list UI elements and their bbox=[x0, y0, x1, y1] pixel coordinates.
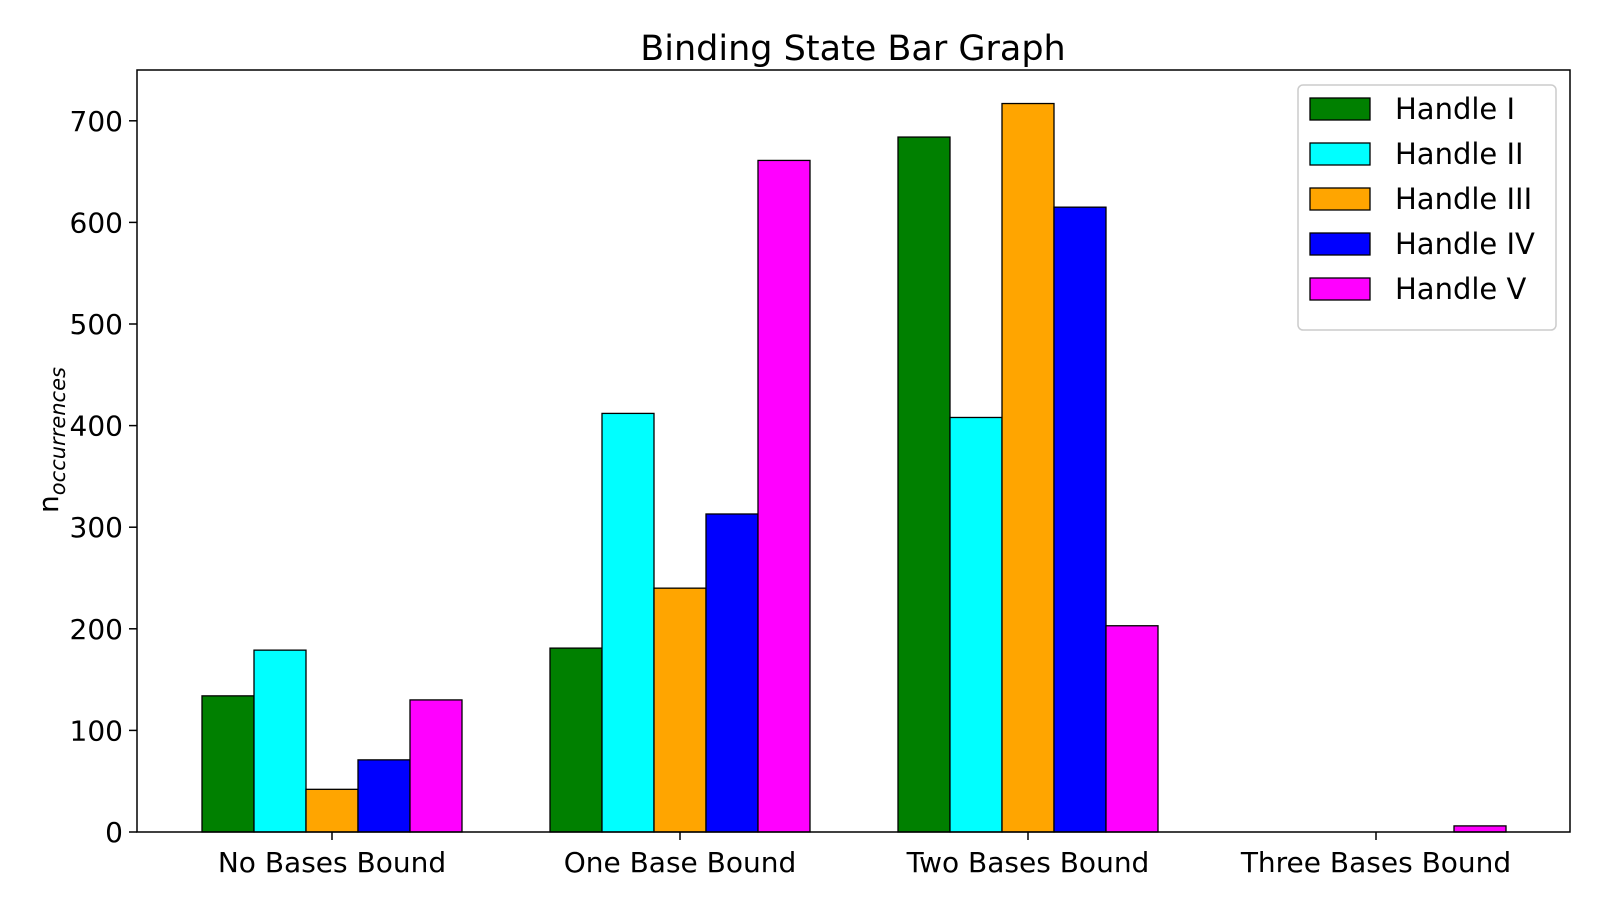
y-tick-label: 700 bbox=[70, 105, 123, 138]
y-axis-label: noccurrences bbox=[32, 367, 70, 513]
bar-2-3 bbox=[949, 416, 1003, 833]
y-tick-label: 400 bbox=[70, 410, 123, 443]
legend-swatch bbox=[1309, 232, 1371, 256]
bar-4-3 bbox=[1053, 206, 1107, 833]
legend-swatch bbox=[1309, 97, 1371, 121]
x-tick-label: One Base Bound bbox=[564, 846, 797, 879]
y-tick-label: 0 bbox=[105, 816, 123, 849]
legend-label: Handle V bbox=[1395, 272, 1526, 306]
y-axis-label-subscript: occurrences bbox=[46, 367, 70, 495]
bar-5-1 bbox=[409, 699, 463, 833]
bar-3-1 bbox=[305, 788, 359, 833]
y-tick-label: 600 bbox=[70, 206, 123, 239]
legend-label: Handle II bbox=[1395, 137, 1524, 171]
bar-1-2 bbox=[549, 647, 603, 833]
y-tick-label: 300 bbox=[70, 511, 123, 544]
x-tick-label: Two Bases Bound bbox=[906, 846, 1150, 879]
legend-swatch bbox=[1309, 277, 1371, 301]
x-tick-label: Three Bases Bound bbox=[1240, 846, 1511, 879]
svg-text:noccurrences: noccurrences bbox=[32, 367, 70, 513]
legend-label: Handle III bbox=[1395, 182, 1532, 216]
plot-frame bbox=[136, 69, 1571, 833]
bar-5-4 bbox=[1453, 825, 1507, 833]
bar-4-1 bbox=[357, 759, 411, 833]
bar-2-1 bbox=[253, 649, 307, 833]
bar-5-3 bbox=[1105, 625, 1159, 833]
bars-group bbox=[201, 102, 1507, 833]
bar-3-3 bbox=[1001, 102, 1055, 833]
legend-swatch bbox=[1309, 142, 1371, 166]
chart-title: Binding State Bar Graph bbox=[640, 29, 1066, 69]
bar-1-3 bbox=[897, 136, 951, 833]
legend-label: Handle I bbox=[1395, 92, 1515, 126]
bar-5-2 bbox=[757, 159, 811, 833]
x-tick-label: No Bases Bound bbox=[218, 846, 446, 879]
y-tick-label: 200 bbox=[70, 613, 123, 646]
legend-label: Handle IV bbox=[1395, 227, 1535, 261]
bar-4-2 bbox=[705, 513, 759, 833]
bar-2-2 bbox=[601, 412, 655, 833]
bar-3-2 bbox=[653, 587, 707, 833]
y-tick-label: 100 bbox=[70, 714, 123, 747]
x-axis: No Bases Bound One Base Bound Two Bases Bo… bbox=[218, 832, 1511, 879]
legend: Handle I Handle II Handle III Handle IV Hand… bbox=[1297, 84, 1557, 331]
y-axis: 0 100 200 300 400 500 600 700 bbox=[70, 105, 137, 849]
bar-1-1 bbox=[201, 695, 255, 833]
y-axis-label-main: n bbox=[32, 495, 65, 513]
y-tick-label: 500 bbox=[70, 308, 123, 341]
legend-swatch bbox=[1309, 187, 1371, 211]
